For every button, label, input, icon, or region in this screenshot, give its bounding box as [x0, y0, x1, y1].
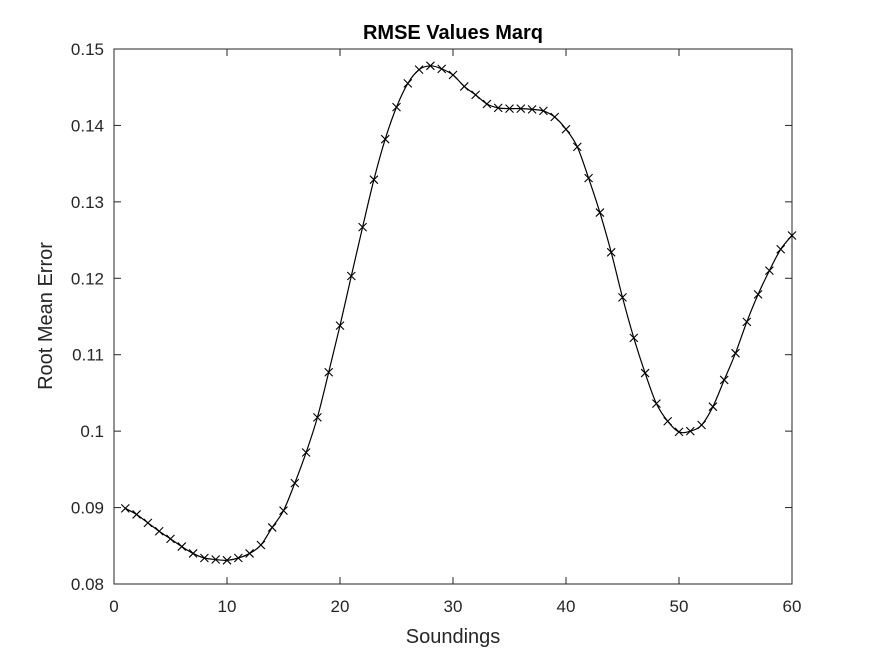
data-point-marker: [685, 426, 695, 436]
plot-area-frame: [113, 48, 793, 585]
x-tick-label: 50: [670, 597, 689, 616]
data-point-marker: [459, 82, 469, 91]
data-point-marker: [211, 555, 221, 564]
data-point-marker: [584, 173, 593, 183]
data-point-marker: [392, 102, 401, 112]
axis-ticks: [113, 48, 793, 585]
data-point-marker: [618, 293, 627, 302]
data-point-marker: [708, 402, 718, 412]
data-point-marker: [177, 542, 187, 551]
chart-title: RMSE Values Marq: [363, 22, 543, 44]
data-point-marker: [742, 317, 752, 327]
data-point-marker: [448, 70, 458, 80]
data-point-marker: [731, 348, 740, 358]
data-point-marker: [188, 549, 198, 558]
data-point-marker: [346, 271, 356, 281]
y-tick-label: 0.15: [71, 40, 104, 59]
data-point-marker: [539, 106, 548, 116]
data-point-marker: [595, 208, 605, 217]
data-point-marker: [765, 266, 774, 276]
x-tick-label: 0: [109, 597, 118, 616]
x-tick-label: 40: [557, 597, 576, 616]
data-point-marker: [719, 375, 729, 385]
data-point-marker: [697, 420, 706, 430]
data-point-marker: [256, 540, 266, 550]
data-point-marker: [426, 61, 435, 71]
data-point-marker: [493, 103, 503, 113]
data-point-marker: [550, 112, 560, 122]
data-point-marker: [369, 175, 379, 185]
y-tick-label: 0.14: [71, 116, 104, 135]
data-point-marker: [380, 134, 390, 144]
data-point-marker: [505, 104, 514, 114]
x-axis-label: Soundings: [406, 626, 501, 648]
data-point-marker: [335, 321, 345, 331]
y-tick-label: 0.12: [71, 269, 104, 288]
y-axis-label: Root Mean Error: [35, 242, 57, 390]
data-point-marker: [663, 416, 673, 426]
data-point-marker: [222, 555, 232, 565]
data-point-marker: [652, 399, 661, 409]
data-point-marker: [324, 367, 334, 377]
data-point-marker: [120, 503, 130, 513]
data-point-marker: [290, 478, 300, 488]
data-point-marker: [132, 510, 141, 519]
data-point-marker: [606, 247, 616, 257]
data-point-marker: [516, 104, 526, 114]
data-point-marker: [640, 368, 650, 378]
data-point-marker: [313, 412, 322, 422]
data-point-marker: [471, 90, 480, 100]
data-point-marker: [233, 553, 243, 563]
data-point-marker: [154, 526, 164, 536]
y-tick-label: 0.13: [71, 193, 104, 212]
x-tick-label: 10: [218, 597, 237, 616]
data-point-marker: [482, 99, 492, 109]
axis-tick-labels: 0 10 20 30 40 50 60 0.08 0.09 0.1 0.11 0.12 0.13 0.14…: [71, 40, 802, 616]
data-point-marker: [437, 64, 447, 74]
data-point-marker: [787, 231, 797, 240]
data-point-marker: [674, 427, 684, 437]
y-tick-label: 0.08: [71, 575, 104, 594]
data-point-marker: [245, 549, 254, 558]
x-tick-label: 30: [444, 597, 463, 616]
data-point-marker: [267, 523, 277, 532]
data-point-marker: [414, 65, 424, 75]
data-point-marker: [629, 333, 639, 343]
data-point-marker: [166, 534, 175, 544]
data-point-marker: [279, 506, 288, 516]
y-tick-label: 0.1: [80, 422, 104, 441]
y-tick-label: 0.11: [72, 346, 104, 365]
series-layer: [120, 61, 797, 565]
data-point-marker: [200, 553, 209, 563]
data-point-marker: [403, 79, 413, 88]
data-point-marker: [527, 104, 537, 114]
x-tick-label: 60: [783, 597, 802, 616]
y-tick-label: 0.09: [71, 499, 104, 518]
data-point-marker: [776, 244, 786, 254]
data-point-marker: [358, 222, 367, 232]
data-point-marker: [561, 124, 571, 134]
data-point-marker: [572, 142, 582, 152]
data-point-marker: [753, 289, 763, 299]
x-tick-label: 20: [331, 597, 350, 616]
data-point-marker: [301, 448, 311, 457]
data-point-marker: [143, 518, 153, 528]
